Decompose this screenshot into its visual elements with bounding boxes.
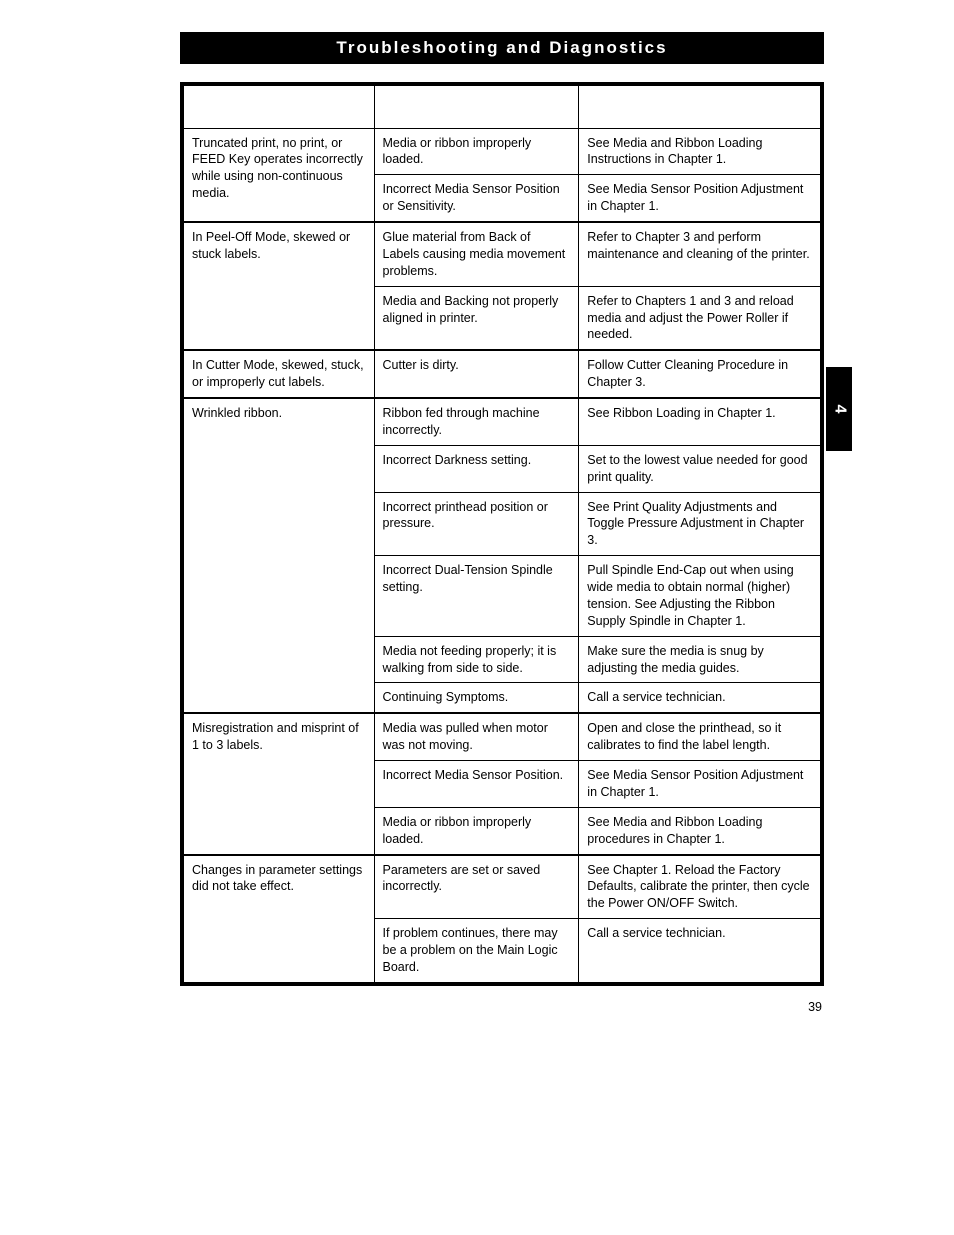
table-header (182, 84, 822, 128)
diagnosis-cell: Cutter is dirty. (374, 350, 579, 398)
diagnosis-cell: Incorrect printhead position or pressure… (374, 492, 579, 556)
diagnosis-cell: Media or ribbon improperly loaded. (374, 807, 579, 854)
diagnosis-cell: Media and Backing not properly aligned i… (374, 286, 579, 350)
action-cell: Refer to Chapter 3 and perform maintenan… (579, 222, 822, 286)
symptom-cell: In Cutter Mode, skewed, stuck, or improp… (182, 350, 374, 398)
diagnosis-cell: If problem continues, there may be a pro… (374, 919, 579, 984)
action-cell: See Print Quality Adjustments and Toggle… (579, 492, 822, 556)
diagnosis-cell: Incorrect Dual-Tension Spindle setting. (374, 556, 579, 637)
diagnosis-cell: Incorrect Media Sensor Position or Sensi… (374, 175, 579, 222)
col-header-action (579, 84, 822, 128)
action-cell: Make sure the media is snug by adjusting… (579, 636, 822, 683)
symptom-cell: In Peel-Off Mode, skewed or stuck labels… (182, 222, 374, 350)
action-cell: See Media and Ribbon Loading procedures … (579, 807, 822, 854)
diagnosis-cell: Incorrect Darkness setting. (374, 445, 579, 492)
diagnosis-cell: Glue material from Back of Labels causin… (374, 222, 579, 286)
symptom-cell: Wrinkled ribbon. (182, 398, 374, 713)
diagnosis-cell: Media not feeding properly; it is walkin… (374, 636, 579, 683)
col-header-symptom (182, 84, 374, 128)
diagnosis-cell: Incorrect Media Sensor Position. (374, 761, 579, 808)
page-container: Troubleshooting and Diagnostics Truncate… (0, 0, 954, 1074)
action-cell: Set to the lowest value needed for good … (579, 445, 822, 492)
action-cell: See Chapter 1. Reload the Factory Defaul… (579, 855, 822, 919)
action-cell: Call a service technician. (579, 919, 822, 984)
chapter-number: 4 (830, 405, 848, 414)
table-body: Truncated print, no print, or FEED Key o… (182, 128, 822, 984)
diagnosis-cell: Ribbon fed through machine incorrectly. (374, 398, 579, 445)
symptom-cell: Changes in parameter settings did not ta… (182, 855, 374, 984)
troubleshooting-table: Truncated print, no print, or FEED Key o… (180, 82, 824, 986)
page-number: 39 (180, 1000, 824, 1014)
col-header-diagnosis (374, 84, 579, 128)
action-cell: See Media and Ribbon Loading Instruction… (579, 128, 822, 175)
action-cell: Refer to Chapters 1 and 3 and reload med… (579, 286, 822, 350)
action-cell: Open and close the printhead, so it cali… (579, 713, 822, 760)
diagnosis-cell: Parameters are set or saved incorrectly. (374, 855, 579, 919)
diagnosis-cell: Media was pulled when motor was not movi… (374, 713, 579, 760)
action-cell: See Ribbon Loading in Chapter 1. (579, 398, 822, 445)
action-cell: See Media Sensor Position Adjustment in … (579, 175, 822, 222)
action-cell: Follow Cutter Cleaning Procedure in Chap… (579, 350, 822, 398)
diagnosis-cell: Media or ribbon improperly loaded. (374, 128, 579, 175)
action-cell: Pull Spindle End-Cap out when using wide… (579, 556, 822, 637)
symptom-cell: Misregistration and misprint of 1 to 3 l… (182, 713, 374, 854)
section-header: Troubleshooting and Diagnostics (180, 32, 824, 64)
action-cell: Call a service technician. (579, 683, 822, 713)
symptom-cell: Truncated print, no print, or FEED Key o… (182, 128, 374, 222)
action-cell: See Media Sensor Position Adjustment in … (579, 761, 822, 808)
chapter-side-tab: 4 (826, 367, 852, 451)
diagnosis-cell: Continuing Symptoms. (374, 683, 579, 713)
